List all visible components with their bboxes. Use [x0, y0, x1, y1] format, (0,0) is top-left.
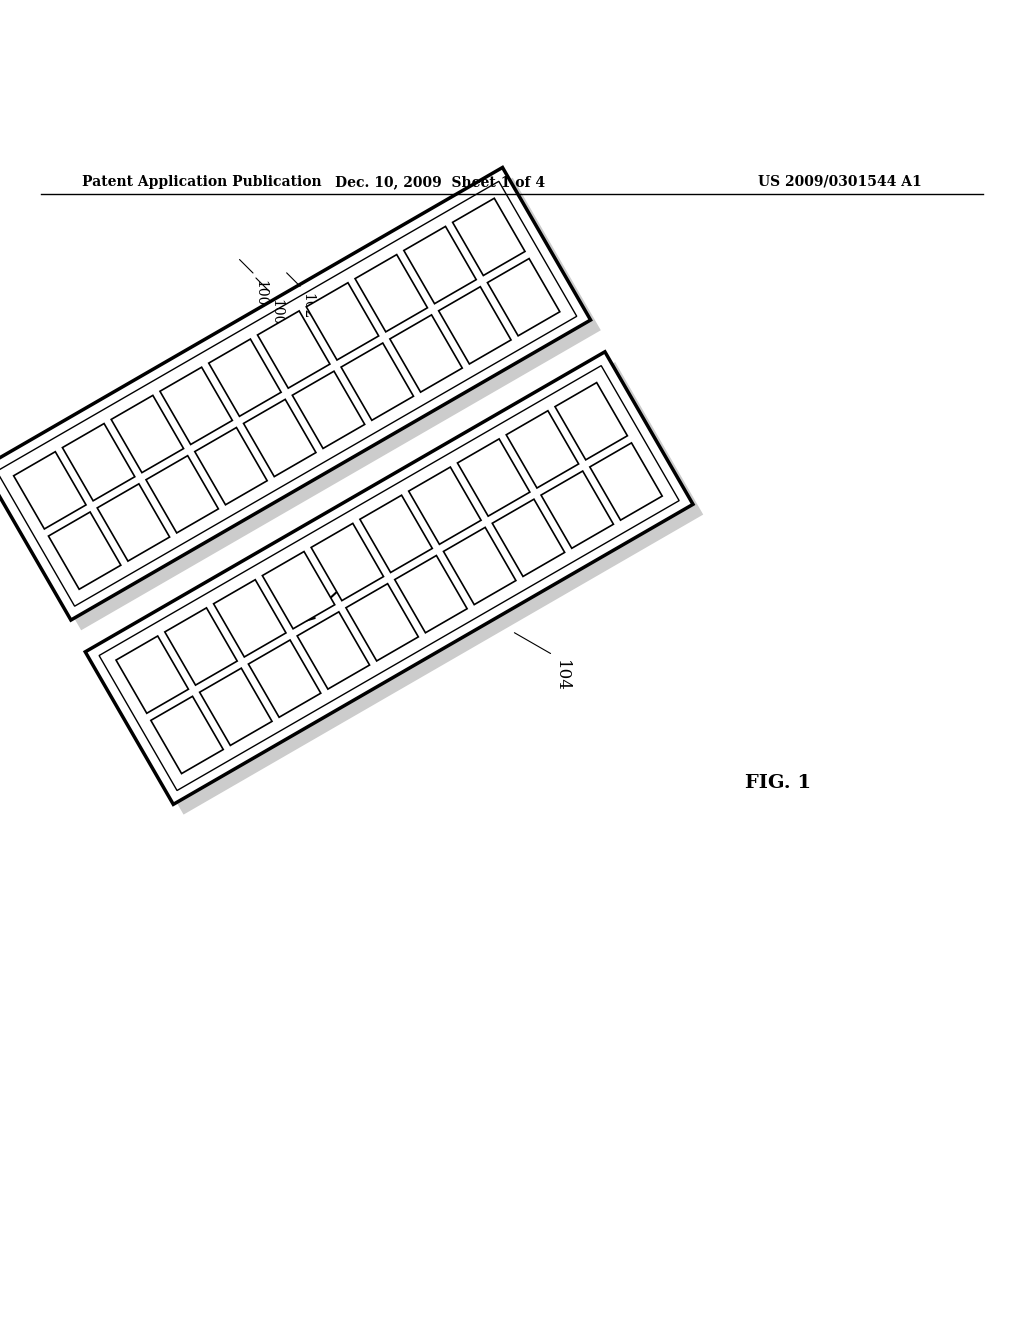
Polygon shape: [112, 396, 183, 473]
Polygon shape: [403, 227, 476, 304]
Polygon shape: [341, 343, 414, 420]
Polygon shape: [116, 636, 188, 713]
Polygon shape: [297, 612, 370, 689]
Polygon shape: [95, 362, 703, 814]
Polygon shape: [200, 668, 272, 746]
Text: US 2009/0301544 A1: US 2009/0301544 A1: [758, 174, 922, 189]
Polygon shape: [394, 556, 467, 632]
Polygon shape: [487, 259, 560, 335]
Polygon shape: [453, 198, 525, 276]
Polygon shape: [541, 471, 613, 548]
Polygon shape: [85, 352, 693, 804]
Polygon shape: [99, 366, 679, 791]
Polygon shape: [262, 552, 335, 628]
Polygon shape: [292, 371, 365, 449]
Polygon shape: [493, 499, 564, 577]
Polygon shape: [146, 455, 218, 533]
Polygon shape: [409, 467, 481, 544]
Text: 100: 100: [253, 280, 267, 306]
Polygon shape: [195, 428, 267, 504]
Polygon shape: [0, 168, 591, 620]
Polygon shape: [209, 339, 282, 416]
Polygon shape: [48, 512, 121, 589]
Polygon shape: [97, 484, 170, 561]
Polygon shape: [306, 282, 379, 360]
Polygon shape: [311, 523, 384, 601]
Polygon shape: [555, 383, 628, 459]
Polygon shape: [438, 286, 511, 364]
Polygon shape: [443, 528, 516, 605]
Polygon shape: [355, 255, 427, 331]
Text: Dec. 10, 2009  Sheet 1 of 4: Dec. 10, 2009 Sheet 1 of 4: [335, 174, 546, 189]
Polygon shape: [214, 579, 286, 657]
Polygon shape: [165, 607, 238, 685]
Text: 104: 104: [553, 660, 569, 692]
Polygon shape: [62, 424, 135, 500]
Polygon shape: [458, 438, 529, 516]
Polygon shape: [0, 181, 577, 606]
Polygon shape: [13, 451, 86, 529]
Text: Patent Application Publication: Patent Application Publication: [82, 174, 322, 189]
Polygon shape: [346, 583, 419, 661]
Polygon shape: [359, 495, 432, 573]
Polygon shape: [249, 640, 321, 717]
Polygon shape: [590, 444, 663, 520]
Text: 102: 102: [300, 293, 314, 319]
Polygon shape: [257, 312, 330, 388]
Polygon shape: [160, 367, 232, 445]
Polygon shape: [151, 697, 223, 774]
Polygon shape: [0, 178, 601, 630]
Polygon shape: [244, 400, 316, 477]
Polygon shape: [506, 411, 579, 488]
Text: FIG. 1: FIG. 1: [745, 774, 811, 792]
Text: 100: 100: [269, 298, 284, 325]
Polygon shape: [390, 315, 462, 392]
